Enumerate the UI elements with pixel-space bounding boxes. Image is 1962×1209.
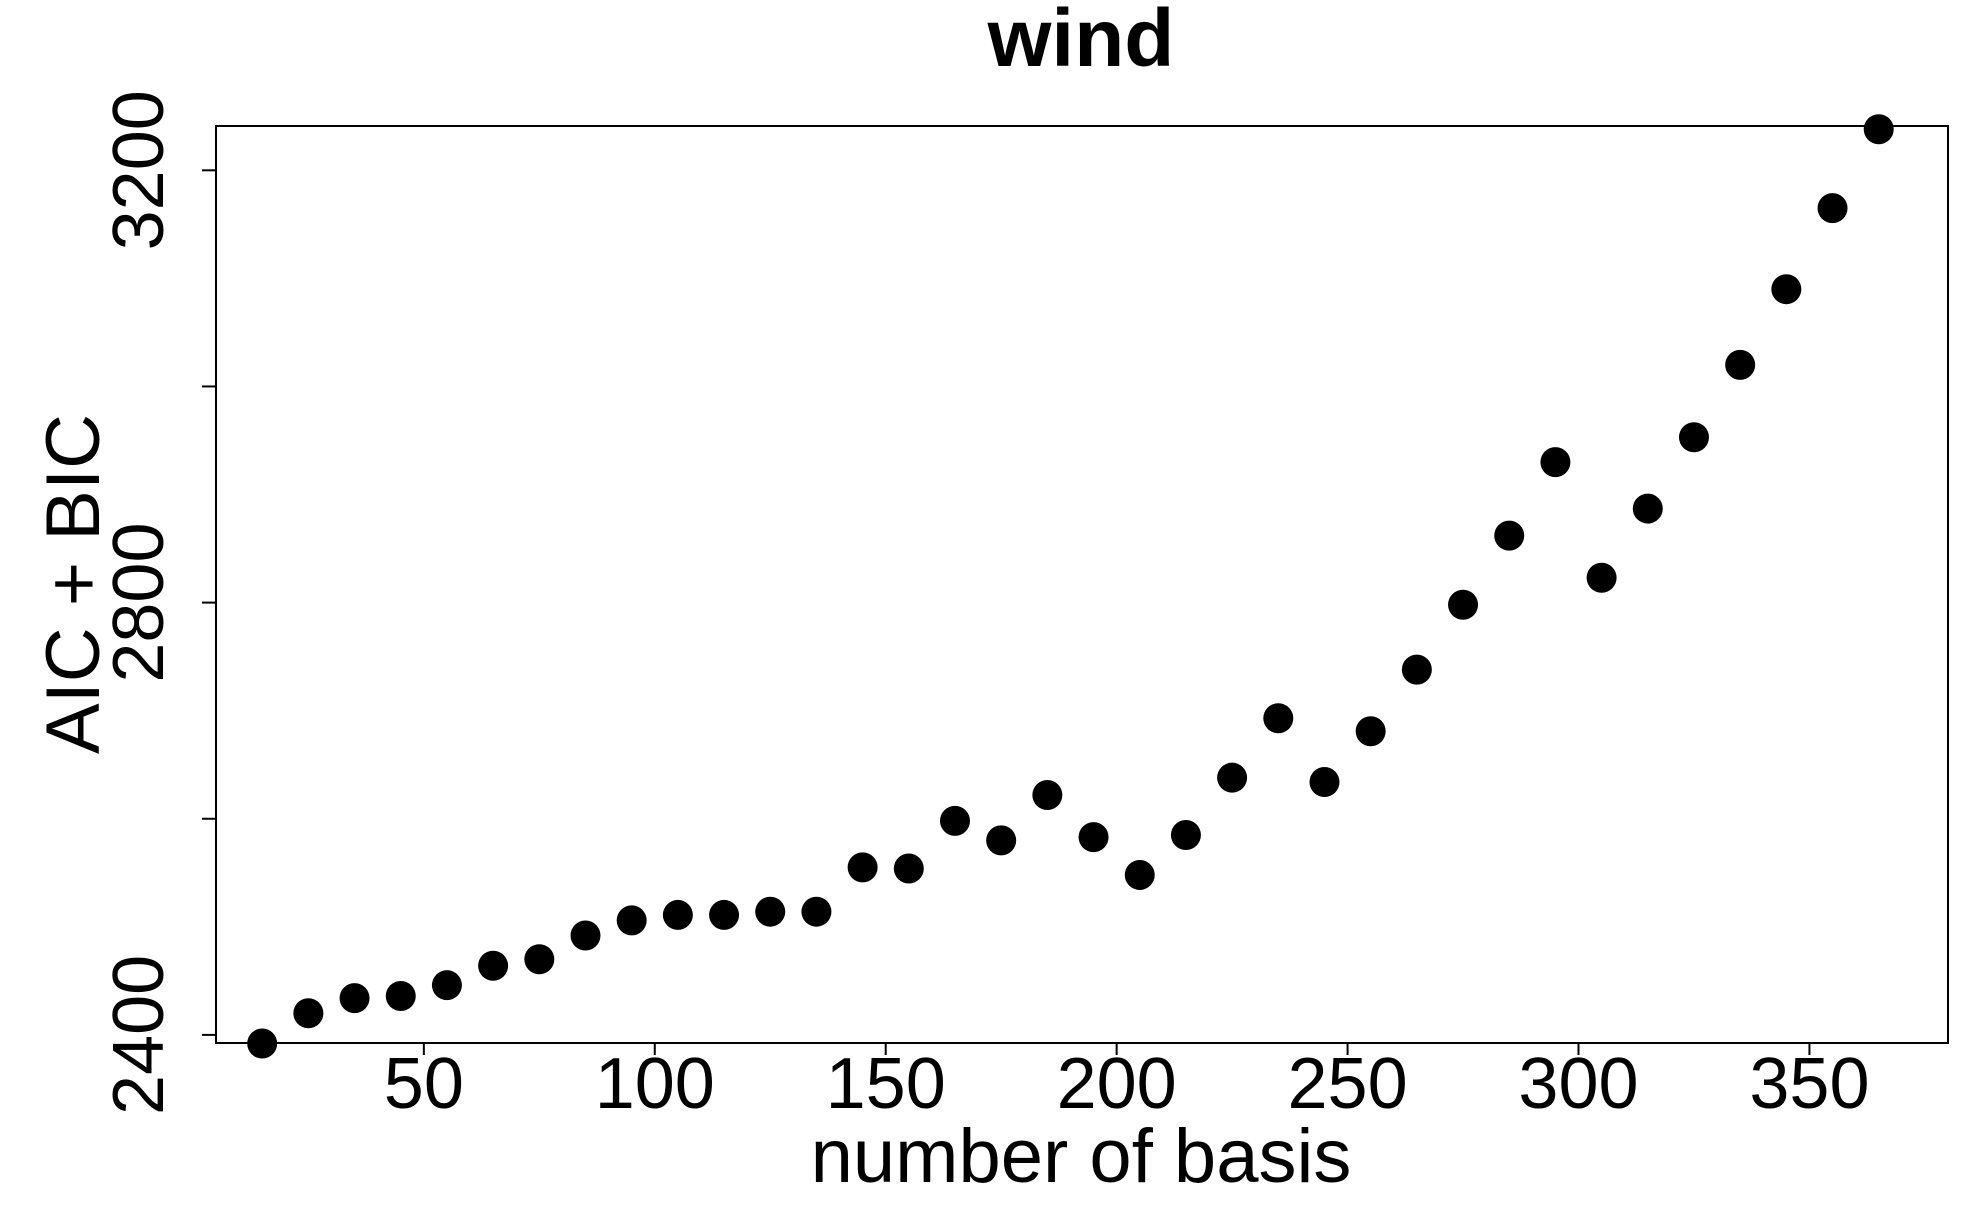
data-point [1217, 762, 1248, 793]
x-tick-label: 250 [1288, 1044, 1408, 1124]
data-point [1678, 422, 1709, 453]
y-tick-label: 2800 [99, 523, 179, 683]
data-point [385, 980, 416, 1011]
data-point [1355, 716, 1386, 747]
x-axis-label: number of basis [811, 1114, 1352, 1199]
data-point [1124, 859, 1155, 890]
data-point [1078, 822, 1109, 853]
x-tick-label: 50 [384, 1044, 464, 1124]
data-point [801, 896, 832, 927]
x-axis: 50 100 150 200 250 300 350 [384, 1043, 1870, 1124]
data-point [247, 1028, 278, 1059]
data-point [939, 805, 970, 836]
x-tick-label: 200 [1057, 1044, 1177, 1124]
data-point [616, 905, 647, 936]
data-point [339, 983, 370, 1014]
y-tick-label: 2400 [99, 955, 179, 1115]
data-point [1032, 779, 1063, 810]
plot-frame [215, 125, 1949, 1044]
data-point [893, 853, 924, 884]
data-point [1586, 562, 1617, 593]
data-point [1771, 274, 1802, 305]
y-tick-label: 3200 [99, 90, 179, 250]
data-point [1263, 703, 1294, 734]
data-point [755, 896, 786, 927]
data-point [1632, 493, 1663, 524]
data-point [1309, 767, 1340, 798]
x-tick-label: 100 [595, 1044, 715, 1124]
x-tick-label: 300 [1518, 1044, 1638, 1124]
data-point [1540, 447, 1571, 478]
data-point [662, 899, 693, 930]
x-tick-label: 150 [826, 1044, 946, 1124]
y-axis: 2400 2800 3200 [99, 90, 216, 1115]
data-points [247, 114, 1894, 1059]
data-point [524, 944, 555, 975]
data-point [431, 970, 462, 1001]
data-point [1863, 114, 1894, 145]
data-point [570, 920, 601, 951]
data-point [1817, 193, 1848, 224]
data-point [478, 950, 509, 981]
data-point [709, 899, 740, 930]
data-point [986, 825, 1017, 856]
data-point [1494, 520, 1525, 551]
x-tick-label: 350 [1749, 1044, 1869, 1124]
data-point [847, 852, 878, 883]
data-point [1401, 654, 1432, 685]
data-point [1725, 349, 1756, 380]
chart-title: wind [987, 0, 1175, 84]
data-point [1170, 819, 1201, 850]
y-axis-label: AIC + BIC [31, 414, 116, 754]
data-point [1448, 589, 1479, 620]
data-point [293, 998, 324, 1029]
